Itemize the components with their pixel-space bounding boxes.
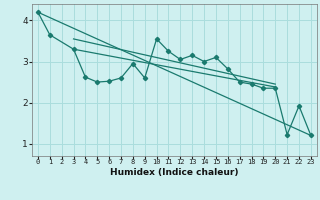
X-axis label: Humidex (Indice chaleur): Humidex (Indice chaleur) <box>110 168 239 177</box>
